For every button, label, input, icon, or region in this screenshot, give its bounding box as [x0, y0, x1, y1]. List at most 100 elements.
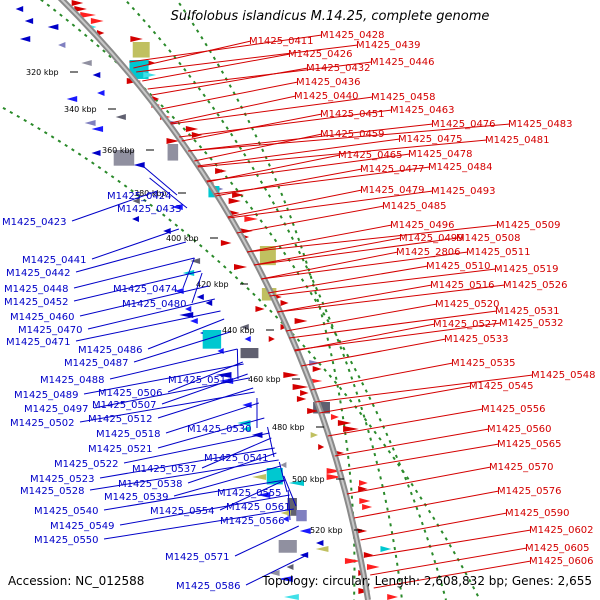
reverse-gene-feature [286, 564, 294, 570]
reverse-gene-label: M1425_0530 [187, 424, 252, 435]
forward-leader-line [179, 109, 393, 138]
forward-gene-label: M1425_0533 [444, 334, 509, 345]
forward-gene-label: M1425_0556 [481, 404, 546, 415]
forward-gene-label: M1425_0526 [503, 280, 568, 291]
gene-block-feature [240, 348, 259, 359]
guide-rings [0, 0, 481, 600]
reverse-leader-line [87, 298, 215, 330]
reverse-gene-label: M1425_0537 [132, 464, 197, 475]
reverse-gene-feature [257, 492, 271, 498]
forward-gene-label: M1425_0602 [529, 525, 594, 536]
forward-gene-label: M1425_0532 [499, 318, 564, 329]
gene-block-feature [259, 246, 276, 266]
forward-gene-label: M1425_0483 [508, 119, 573, 130]
forward-leader-line [236, 205, 385, 234]
reverse-gene-feature [196, 294, 204, 300]
forward-gene-feature [215, 168, 227, 174]
forward-leader-line [170, 95, 297, 124]
reverse-gene-feature [133, 162, 145, 168]
forward-gene-feature [292, 384, 309, 390]
forward-gene-feature [363, 552, 374, 558]
tick-label: 320 kbp [26, 68, 59, 77]
forward-gene-feature [366, 564, 380, 570]
forward-gene-label: M1425_0493 [431, 186, 496, 197]
reverse-gene-label: M1425_0549 [50, 521, 115, 532]
forward-leader-line [294, 322, 502, 351]
forward-leader-line [129, 34, 323, 63]
forward-leader-line [301, 338, 447, 367]
reverse-leader-line [103, 508, 294, 540]
forward-gene-label: M1425_0479 [360, 185, 425, 196]
forward-gene-feature [71, 0, 84, 6]
gene-block-feature [266, 468, 283, 485]
reverse-leader-line [79, 391, 255, 423]
forward-gene-feature [143, 72, 157, 78]
reverse-gene-label: M1425_0586 [176, 581, 241, 592]
forward-gene-feature [380, 546, 392, 552]
tick-label: 500 kbp [292, 475, 325, 484]
reverse-gene-label: M1425_0554 [150, 506, 215, 517]
reverse-gene-feature [84, 120, 96, 126]
gene-block-feature [287, 498, 297, 516]
reverse-gene-feature [251, 432, 263, 438]
forward-leader-line [197, 139, 488, 168]
forward-leader-line [334, 428, 490, 457]
tick-label: 460 kbp [248, 375, 281, 384]
reverse-leader-line [267, 426, 275, 458]
reverse-gene-label: M1425_0541 [204, 453, 269, 464]
forward-leader-line [373, 560, 532, 589]
forward-gene-label: M1425_0535 [451, 358, 516, 369]
forward-leader-line [206, 153, 411, 182]
forward-gene-label: M1425_0411 [249, 36, 314, 47]
forward-leader-line [246, 224, 499, 253]
forward-leader-line [267, 265, 429, 294]
reverse-gene-feature [66, 96, 78, 102]
accession-label: Accession: NC_012588 [8, 574, 145, 588]
reverse-leader-line [182, 257, 195, 289]
forward-leader-line [188, 123, 511, 152]
reverse-gene-feature [179, 312, 194, 318]
reverse-gene-feature [288, 480, 305, 486]
inner-guide-ring-3 [175, 0, 356, 600]
reverse-gene-feature [278, 576, 293, 582]
forward-gene-label: M1425_0565 [497, 439, 562, 450]
reverse-leader-line [191, 272, 203, 304]
reverse-gene-label: M1425_0539 [104, 492, 169, 503]
reverse-gene-label: M1425_0487 [64, 358, 129, 369]
forward-leader-line [253, 237, 459, 266]
gene-block-feature [113, 150, 135, 166]
reverse-gene-feature [315, 546, 329, 552]
genome-backbone-highlight [60, 0, 369, 600]
forward-gene-feature [233, 264, 248, 270]
reverse-gene-label: M1425_0488 [40, 375, 105, 386]
forward-gene-label: M1425_0509 [496, 220, 561, 231]
forward-gene-feature [359, 498, 371, 504]
reverse-gene-label: M1425_0442 [6, 268, 71, 279]
reverse-leader-line [73, 270, 202, 302]
forward-gene-feature [280, 300, 289, 306]
reverse-gene-feature [240, 324, 249, 330]
forward-leader-line [142, 53, 291, 82]
reverse-gene-feature [215, 372, 232, 378]
forward-leader-line [285, 303, 438, 332]
reverse-leader-line [89, 459, 279, 491]
reverse-leader-line [71, 190, 158, 222]
reverse-gene-feature [171, 204, 183, 210]
reverse-leader-line [75, 310, 221, 342]
forward-gene-feature [228, 198, 241, 204]
inner-guide-ring-1 [39, 0, 447, 600]
forward-leader-line [170, 96, 374, 125]
gene-block-feature [132, 42, 150, 58]
forward-leader-line [277, 284, 506, 313]
forward-gene-label: M1425_0484 [428, 162, 493, 173]
reverse-leader-line [147, 318, 225, 350]
reverse-gene-feature [132, 198, 140, 204]
forward-leader-lines [129, 34, 534, 589]
reverse-leader-line [283, 475, 297, 507]
forward-leader-line [261, 251, 469, 280]
forward-gene-feature [220, 240, 232, 246]
forward-gene-label: M1425_0458 [371, 92, 436, 103]
reverse-leader-lines [71, 164, 308, 586]
reverse-gene-label: M1425_0480 [122, 299, 187, 310]
forward-gene-label: M1425_0511 [466, 247, 531, 258]
